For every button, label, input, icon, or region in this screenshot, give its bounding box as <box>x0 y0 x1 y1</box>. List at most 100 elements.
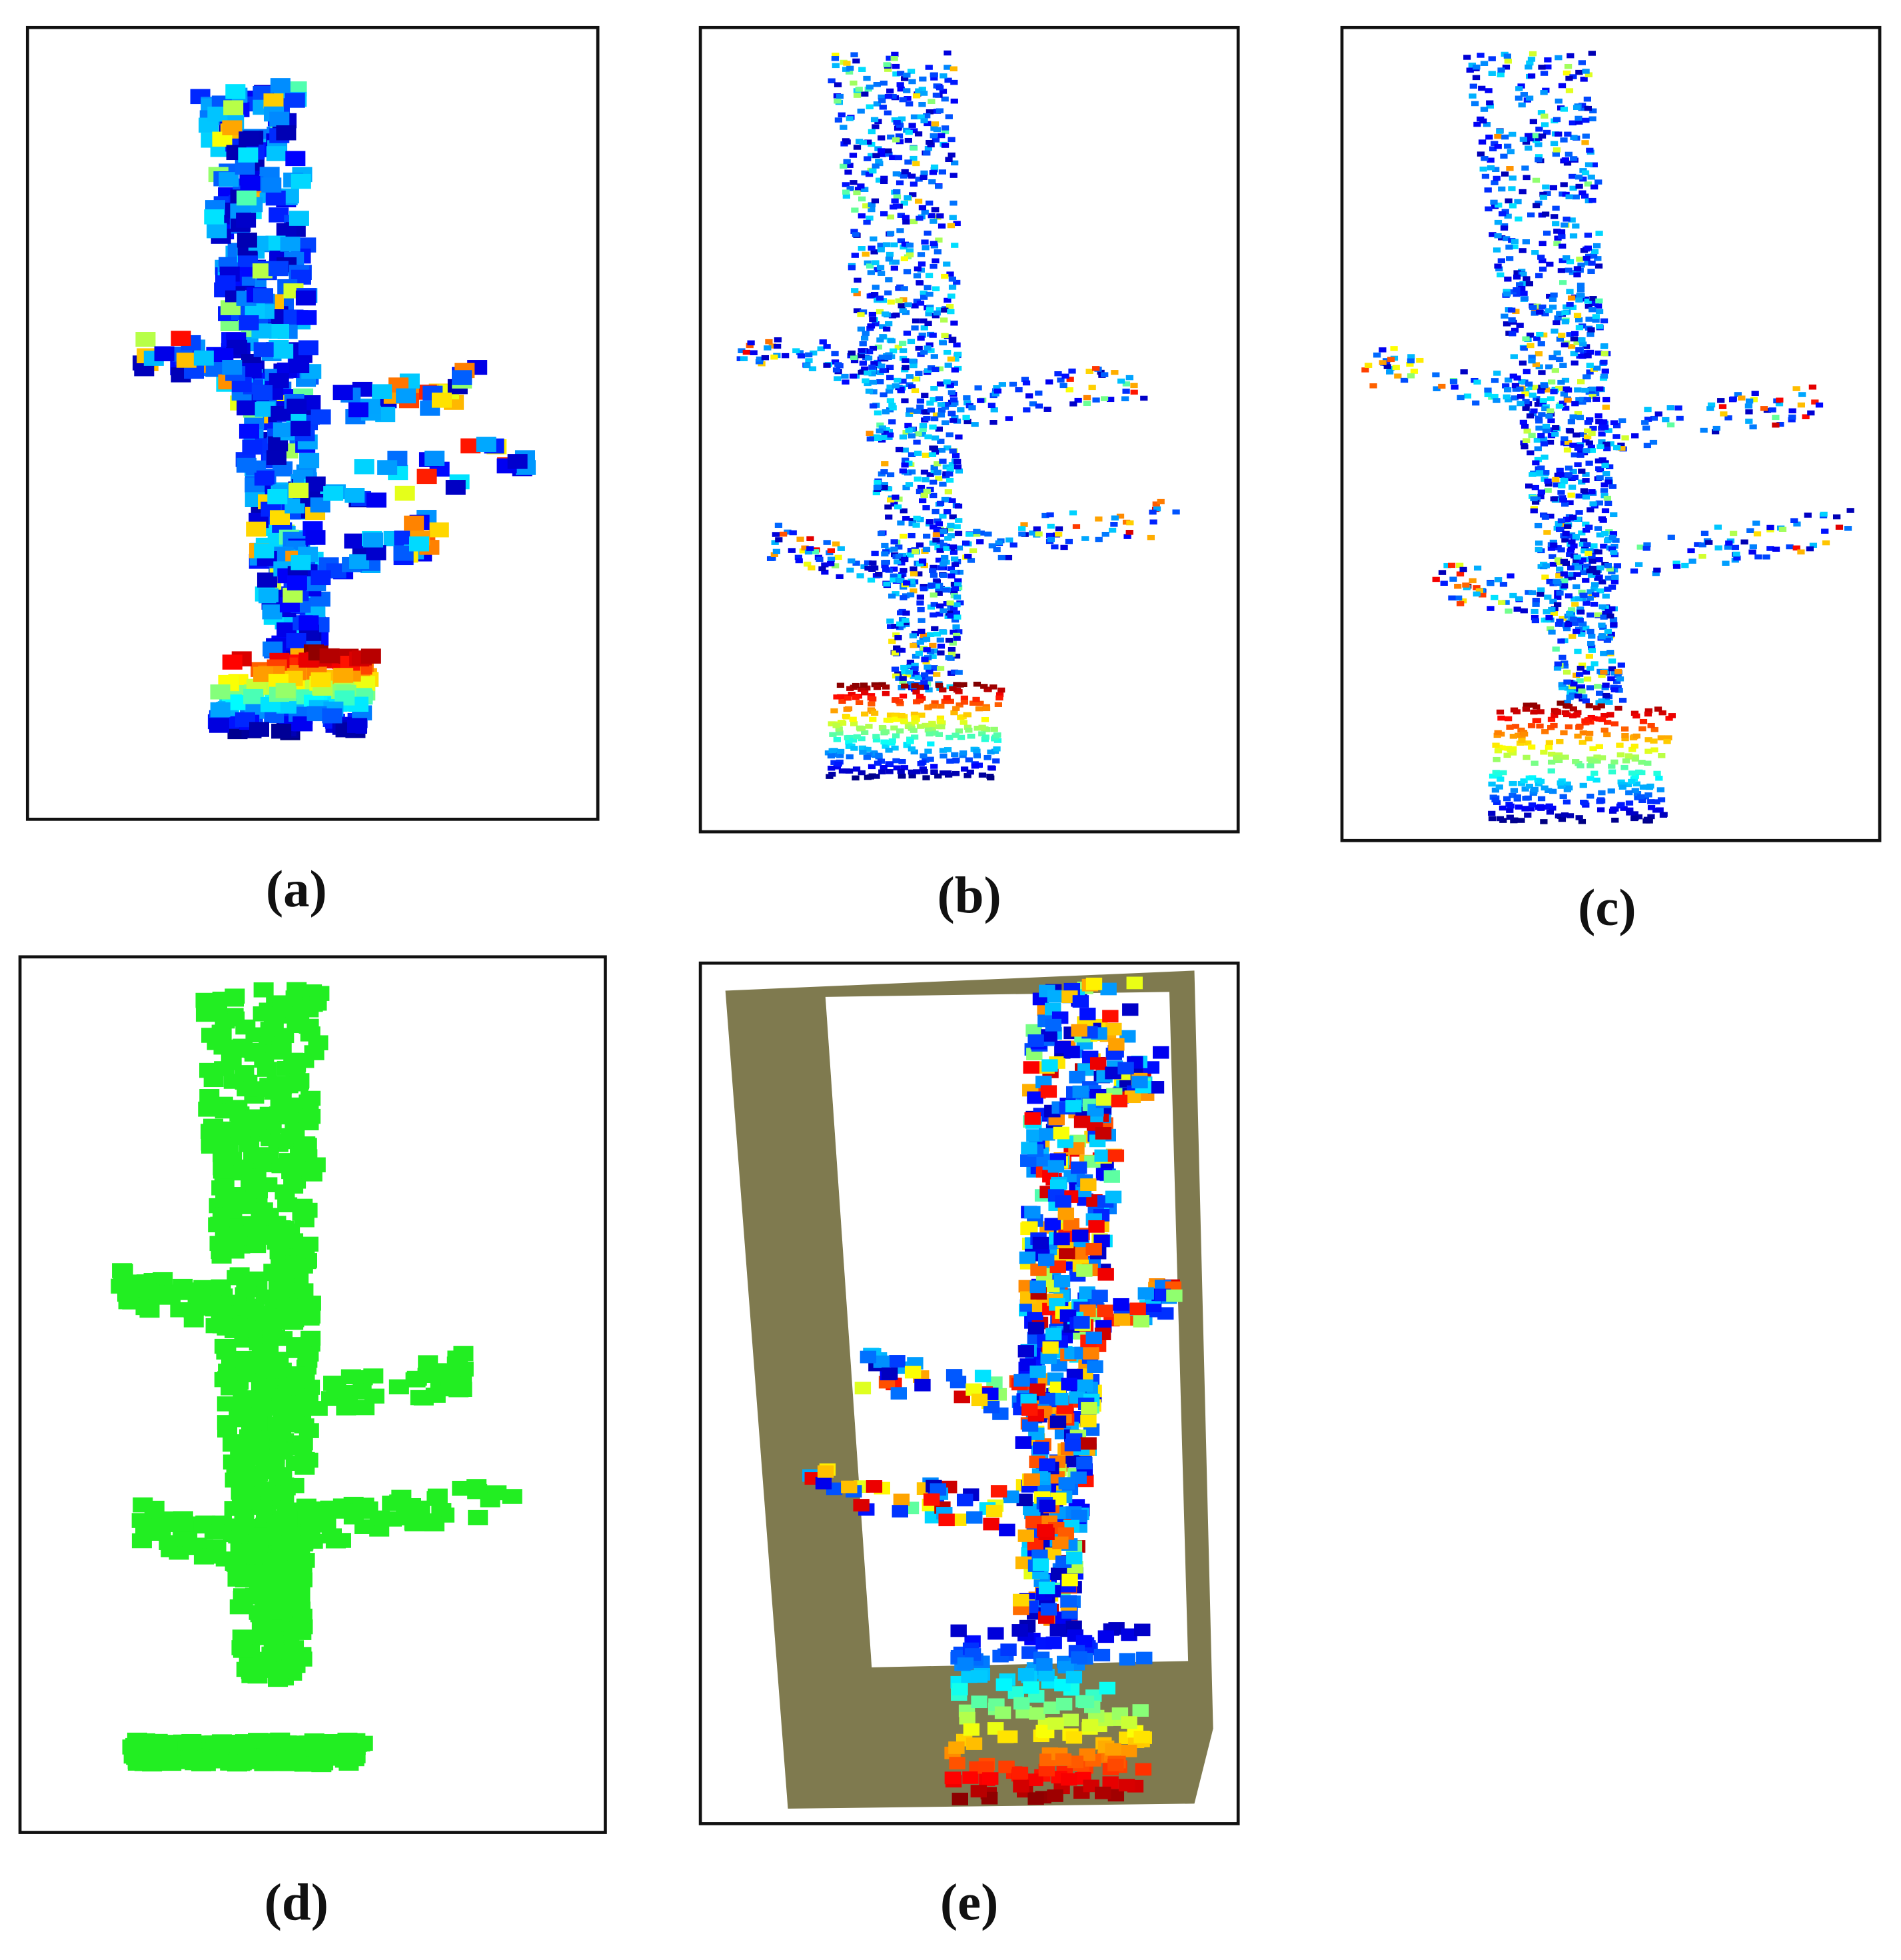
point <box>1496 129 1504 134</box>
point <box>950 66 957 72</box>
point <box>225 1472 245 1488</box>
point <box>937 412 946 418</box>
point <box>1601 460 1609 465</box>
point <box>239 315 259 331</box>
point <box>1004 554 1013 560</box>
point <box>1654 411 1662 417</box>
point <box>1546 809 1555 815</box>
point <box>1616 752 1624 758</box>
point <box>1600 343 1608 349</box>
point <box>280 237 301 252</box>
point <box>1610 579 1619 584</box>
point <box>1541 383 1549 389</box>
point <box>1069 510 1077 516</box>
point <box>1513 794 1522 800</box>
point <box>1614 705 1622 711</box>
point <box>1459 598 1467 604</box>
point <box>1565 785 1573 791</box>
point <box>928 722 936 728</box>
point <box>239 131 259 147</box>
point <box>388 1379 409 1395</box>
point <box>903 88 911 93</box>
point <box>782 353 790 359</box>
point <box>772 548 781 554</box>
point <box>366 545 386 560</box>
point <box>886 365 894 371</box>
point <box>888 738 896 744</box>
point <box>926 291 934 297</box>
point <box>866 84 874 90</box>
point <box>1579 190 1586 196</box>
point <box>291 554 311 570</box>
point <box>827 753 836 759</box>
point <box>1531 250 1539 255</box>
point <box>1130 383 1138 389</box>
point <box>1547 751 1556 757</box>
point <box>945 655 953 660</box>
point <box>827 561 835 566</box>
point <box>899 434 908 440</box>
point <box>1433 386 1441 392</box>
point <box>989 684 997 690</box>
point <box>1647 799 1655 804</box>
point <box>1574 446 1582 451</box>
point <box>923 113 931 119</box>
point <box>1509 373 1517 379</box>
point <box>1059 383 1067 389</box>
point <box>1624 782 1632 788</box>
point <box>1577 287 1585 293</box>
point <box>948 390 956 395</box>
point <box>896 624 904 630</box>
point <box>1536 309 1544 315</box>
point <box>922 409 930 415</box>
point <box>1577 283 1585 288</box>
point <box>204 1524 225 1539</box>
point <box>927 407 936 413</box>
point <box>921 657 929 662</box>
point <box>1595 744 1603 750</box>
point <box>854 277 862 283</box>
point <box>930 572 938 578</box>
point <box>1573 313 1582 319</box>
point <box>1557 518 1566 524</box>
point <box>1630 743 1638 749</box>
point <box>1438 570 1447 575</box>
point <box>337 1739 358 1755</box>
point <box>249 722 270 737</box>
point <box>245 1170 265 1186</box>
point <box>1055 531 1063 537</box>
point <box>858 736 866 742</box>
point <box>207 106 228 122</box>
point <box>502 1489 522 1504</box>
point <box>869 560 877 566</box>
point <box>878 425 886 431</box>
point <box>310 497 330 512</box>
point <box>1584 550 1592 556</box>
point <box>1495 203 1503 208</box>
point <box>1618 782 1626 787</box>
point <box>893 120 901 125</box>
point <box>131 1513 152 1528</box>
point <box>878 135 886 141</box>
point <box>936 666 945 671</box>
point <box>1509 781 1517 786</box>
point <box>886 398 895 403</box>
point <box>1557 638 1565 644</box>
point <box>914 675 922 680</box>
point <box>1503 291 1511 297</box>
point <box>1563 70 1571 76</box>
point <box>864 139 872 145</box>
point <box>788 548 796 553</box>
point <box>1588 387 1596 392</box>
point <box>1478 85 1486 91</box>
point <box>910 669 918 674</box>
point <box>959 752 967 758</box>
point <box>828 78 836 83</box>
point <box>1500 153 1508 159</box>
point <box>886 214 895 220</box>
point <box>1537 796 1546 802</box>
point <box>1559 363 1567 368</box>
point <box>955 670 963 675</box>
point <box>135 332 156 347</box>
point <box>244 1271 265 1287</box>
